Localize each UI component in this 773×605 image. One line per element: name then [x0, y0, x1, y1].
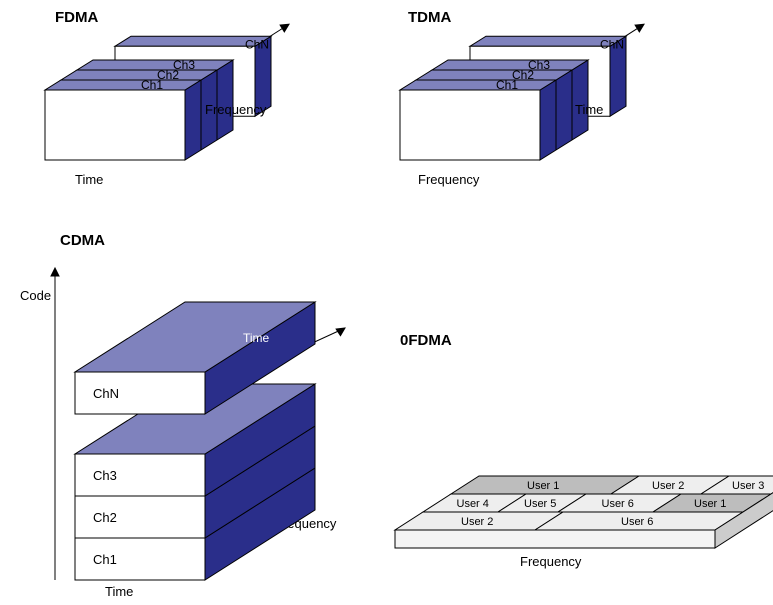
arrowhead: [336, 328, 345, 336]
tdma-channels-2: Ch3: [528, 58, 550, 72]
ofdma-rows-0-cells-1-label: User 2: [652, 480, 684, 492]
cdma-ch2-label: Ch2: [93, 510, 117, 525]
tdma-axis_x: Frequency: [418, 172, 480, 187]
ofdma-rows-0-cells-2-label: User 3: [732, 480, 764, 492]
fdma-diagram: ChNCh1Ch2Ch3: [45, 24, 289, 160]
ofdma-diagram: TimeUser 1User 2User 3User 4User 5User 6…: [395, 456, 773, 569]
ch-top: [432, 60, 588, 70]
tdma-diagram: ChNCh1Ch2Ch3: [400, 24, 644, 160]
ofdma-rows-1-cells-1-label: User 5: [524, 498, 556, 510]
ch-top: [77, 60, 233, 70]
cdma-ch1-label: Ch1: [93, 552, 117, 567]
near-front: [45, 90, 185, 160]
ofdma-rows-1-cells-3-label: User 1: [694, 498, 726, 510]
cdma-gap_label: ChN: [93, 386, 119, 401]
ofdma-front: [395, 530, 715, 548]
arrowhead: [280, 24, 289, 32]
near-front: [400, 90, 540, 160]
cdma-axis_y: Code: [20, 288, 51, 303]
fdma-axis_depth: Frequency: [205, 102, 267, 117]
arrowhead: [635, 24, 644, 32]
ofdma-rows-1-cells-0-label: User 4: [457, 498, 489, 510]
ofdma-axis_x: Frequency: [520, 554, 582, 569]
cdma-time_tag: Time: [243, 331, 270, 345]
tdma-gap_label: ChN: [600, 37, 624, 51]
ofdma-rows-2-cells-1-label: User 6: [621, 516, 653, 528]
fdma-title: FDMA: [55, 9, 98, 26]
ofdma-rows-1-cells-2-label: User 6: [602, 498, 634, 510]
fdma-axis_x: Time: [75, 172, 103, 187]
fdma-channels-2: Ch3: [173, 58, 195, 72]
ofdma-rows-2-cells-0-label: User 2: [461, 516, 493, 528]
cdma-ch3-label: Ch3: [93, 468, 117, 483]
tdma-title: TDMA: [408, 9, 451, 26]
fdma-gap_label: ChN: [245, 37, 269, 51]
cdma-diagram: CodeFrequencyCh1Ch2Ch3ChNTimeTime: [20, 268, 345, 599]
cdma-axis_x: Time: [105, 584, 133, 599]
ofdma-rows-0-cells-0-label: User 1: [527, 480, 559, 492]
cdma-title: CDMA: [60, 232, 105, 249]
arrowhead: [51, 268, 59, 276]
ofdma-title: 0FDMA: [400, 332, 452, 349]
tdma-axis_depth: Time: [575, 102, 603, 117]
